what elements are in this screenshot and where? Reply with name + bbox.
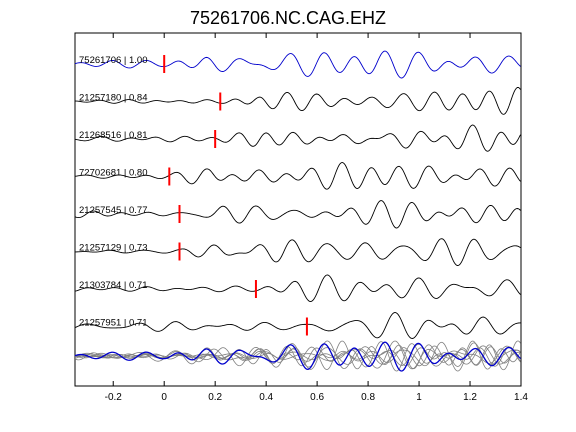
trace-label: 21268516 | 0.81 xyxy=(79,130,148,141)
trace-waveform xyxy=(74,200,521,229)
stack-waveform xyxy=(74,341,521,372)
chart-title: 75261706.NC.CAG.EHZ xyxy=(190,8,386,28)
overlay-stack xyxy=(74,340,521,372)
trace-label: 21303784 | 0.71 xyxy=(79,280,148,291)
trace-waveform xyxy=(74,124,521,152)
trace-waveform xyxy=(74,162,521,190)
traces-layer xyxy=(74,50,521,339)
trace-waveform xyxy=(74,274,521,303)
picks-layer xyxy=(163,55,308,336)
x-tick-label: 0.6 xyxy=(310,392,324,403)
x-tick-label: 0.4 xyxy=(259,392,273,403)
trace-label: 21257129 | 0.73 xyxy=(79,243,148,254)
trace-waveform xyxy=(74,87,521,115)
trace-waveform xyxy=(74,312,521,339)
stack-waveform xyxy=(74,341,521,372)
trace-label: 72702681 | 0.80 xyxy=(79,168,148,179)
trace-label: 21257951 | 0.71 xyxy=(79,318,148,329)
trace-label: 21257180 | 0.84 xyxy=(79,93,148,104)
trace-label: 21257545 | 0.77 xyxy=(79,205,148,216)
trace-waveform xyxy=(74,238,521,266)
trace-waveform xyxy=(74,50,521,79)
x-tick-label: 1 xyxy=(416,392,422,403)
x-tick-label: -0.2 xyxy=(105,392,123,403)
stack-waveform xyxy=(74,340,521,370)
x-tick-label: 0.8 xyxy=(361,392,375,403)
x-tick-label: 0.2 xyxy=(208,392,222,403)
trace-label: 75261706 | 1.00 xyxy=(79,55,148,66)
x-axis: -0.2 0 0.2 0.4 0.6 0.8 1 1.2 1.4 xyxy=(105,33,528,403)
x-tick-label: 1.2 xyxy=(463,392,477,403)
x-tick-label: 1.4 xyxy=(514,392,528,403)
trace-labels: 75261706 | 1.00 21257180 | 0.84 21268516 |… xyxy=(79,55,148,329)
x-tick-label: 0 xyxy=(161,392,167,403)
